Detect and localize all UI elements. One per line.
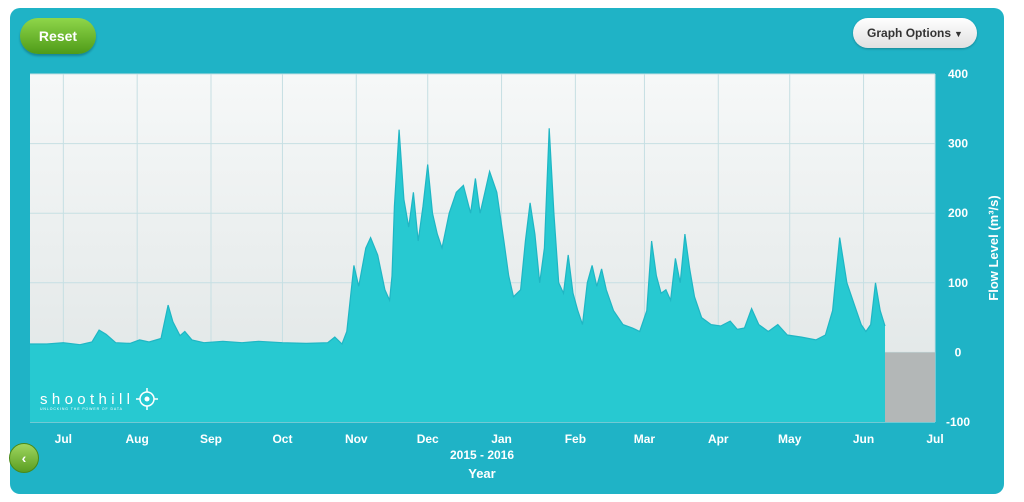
y-tick-label: 100 [948, 276, 968, 290]
x-tick-label: Mar [634, 432, 656, 446]
y-tick-label: 400 [948, 67, 968, 81]
x-tick-label: Feb [565, 432, 586, 446]
x-axis-range-label: 2015 - 2016 [450, 448, 514, 462]
no-data-region [884, 352, 935, 422]
x-tick-label: Jul [926, 432, 943, 446]
y-axis-title: Flow Level (m³/s) [986, 195, 1001, 300]
graph-options-label: Graph Options [867, 26, 952, 40]
logo-tagline: UNLOCKING THE POWER OF DATA [40, 407, 123, 411]
graph-options-button[interactable]: Graph Options ▼ [853, 18, 977, 48]
x-tick-label: Apr [708, 432, 729, 446]
x-tick-label: Jul [55, 432, 72, 446]
x-tick-label: Jan [491, 432, 512, 446]
series-line [30, 128, 886, 346]
x-tick-label: May [778, 432, 802, 446]
x-tick-label: Jun [853, 432, 874, 446]
reset-button[interactable]: Reset [20, 18, 96, 54]
y-tick-label: -100 [946, 415, 970, 429]
x-tick-label: Dec [417, 432, 439, 446]
x-tick-label: Nov [345, 432, 368, 446]
x-tick-label: Aug [126, 432, 149, 446]
y-axis: 400 300 200 100 0 -100 [946, 67, 970, 429]
x-axis-title: Year [468, 466, 495, 481]
y-tick-label: 200 [948, 206, 968, 220]
target-icon [136, 388, 158, 410]
x-tick-label: Sep [200, 432, 222, 446]
chevron-left-icon[interactable]: ‹ [9, 443, 39, 473]
y-tick-label: 0 [955, 345, 962, 359]
y-tick-label: 300 [948, 137, 968, 151]
x-axis: Jul Aug Sep Oct Nov Dec Jan Feb Mar Apr May Jun Jul [55, 432, 944, 446]
caret-down-icon: ▼ [954, 29, 963, 39]
series-area [30, 128, 885, 422]
x-tick-label: Oct [272, 432, 292, 446]
